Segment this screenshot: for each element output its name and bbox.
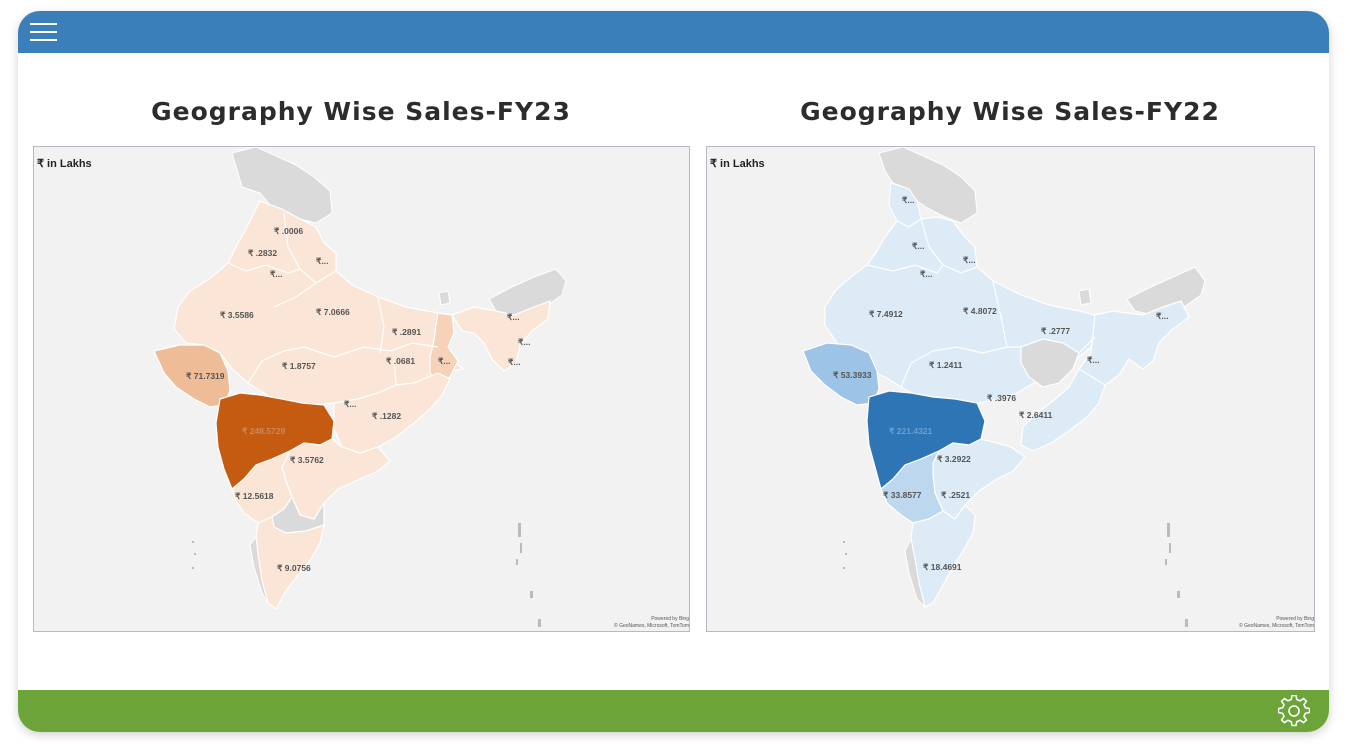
- fy22-data-label: ₹ 7.4912: [869, 309, 903, 319]
- fy22-map-attribution: Powered by Bing © GeoNames, Microsoft, T…: [1239, 616, 1314, 630]
- fy23-data-label: ₹...: [438, 356, 451, 366]
- footer-bar: [18, 690, 1329, 732]
- fy22-map-title: Geography Wise Sales-FY22: [800, 97, 1220, 126]
- fy22-data-label: ₹ 3.2922: [937, 454, 971, 464]
- fy23-map-svg: [153, 147, 567, 627]
- fy22-data-label: ₹ .3976: [987, 393, 1017, 403]
- fy23-data-label: ₹ .1282: [372, 411, 402, 421]
- internal-borders: [866, 218, 1106, 388]
- fy22-data-label: ₹ 18.4691: [923, 562, 962, 572]
- fy22-data-label: ₹ 2.6411: [1019, 410, 1053, 420]
- fy23-sales-map[interactable]: ₹ in Lakhs Powered by Bing © GeoNames, M…: [33, 146, 690, 632]
- fy22-data-label: ₹ 221.4321: [889, 426, 933, 436]
- region-kerala: [904, 537, 926, 609]
- fy22-unit-label: ₹ in Lakhs: [710, 158, 765, 170]
- region-kerala: [249, 535, 269, 604]
- app-frame: Geography Wise Sales-FY23 Geography Wise…: [18, 11, 1329, 732]
- region-telangana-ap: [281, 438, 391, 520]
- fy23-data-label: ₹...: [508, 357, 521, 367]
- fy22-attribution-line2: © GeoNames, Microsoft, TomTom: [1239, 623, 1314, 629]
- islands: [192, 523, 541, 627]
- region-telangana-ap: [932, 438, 1026, 520]
- fy23-data-label: ₹ .0006: [274, 226, 304, 236]
- fy22-map-svg: [802, 147, 1206, 627]
- region-karnataka: [880, 449, 944, 524]
- fy22-data-label: ₹...: [963, 255, 976, 265]
- fy23-data-label: ₹ 1.8757: [282, 361, 316, 371]
- fy23-data-label: ₹...: [344, 399, 357, 409]
- region-chhattisgarh: [1020, 338, 1080, 388]
- fy22-data-label: ₹...: [920, 269, 933, 279]
- fy23-data-label: ₹ 3.5762: [290, 455, 324, 465]
- fy23-unit-label: ₹ in Lakhs: [37, 158, 92, 170]
- fy23-data-label: ₹ 248.5729: [242, 426, 286, 436]
- region-sikkim: [1078, 288, 1092, 306]
- fy23-data-label: ₹...: [316, 256, 329, 266]
- region-karnataka: [231, 449, 293, 524]
- fy23-data-label: ₹ 3.5586: [220, 310, 254, 320]
- islands: [843, 523, 1188, 627]
- gear-icon[interactable]: [1278, 695, 1310, 727]
- fy23-data-label: ₹ 7.0666: [316, 307, 350, 317]
- fy22-data-label: ₹ 53.3933: [833, 370, 872, 380]
- region-kashmir: [231, 147, 333, 224]
- fy23-data-label: ₹ .2832: [248, 248, 278, 258]
- fy22-data-label: ₹ 1.2411: [929, 360, 963, 370]
- fy23-attribution-line1: Powered by Bing: [651, 616, 689, 622]
- fy22-data-label: ₹...: [1087, 355, 1100, 365]
- fy22-data-label: ₹...: [902, 195, 915, 205]
- fy23-data-label: ₹...: [507, 312, 520, 322]
- region-assam: [451, 300, 551, 372]
- fy22-data-label: ₹ .2521: [941, 490, 971, 500]
- fy23-data-label: ₹ .0681: [386, 356, 416, 366]
- internal-borders: [227, 212, 439, 386]
- fy23-data-label: ₹ .2891: [392, 327, 422, 337]
- fy22-data-label: ₹ .2777: [1041, 326, 1071, 336]
- fy23-data-label: ₹ 12.5618: [235, 491, 274, 501]
- fy23-data-label: ₹...: [270, 269, 283, 279]
- fy23-data-label: ₹...: [518, 337, 531, 347]
- fy22-sales-map[interactable]: ₹ in Lakhs Powered by Bing © GeoNames, M…: [706, 146, 1315, 632]
- fy22-attribution-line1: Powered by Bing: [1276, 616, 1314, 622]
- fy22-data-label: ₹ 33.8577: [883, 490, 922, 500]
- hamburger-menu-icon[interactable]: [30, 20, 57, 44]
- header-bar: [18, 11, 1329, 53]
- fy23-map-title: Geography Wise Sales-FY23: [151, 97, 571, 126]
- fy22-data-label: ₹...: [1156, 311, 1169, 321]
- fy23-data-label: ₹ 71.7319: [186, 371, 225, 381]
- fy23-data-label: ₹ 9.0756: [277, 563, 311, 573]
- fy23-attribution-line2: © GeoNames, Microsoft, TomTom: [614, 623, 689, 629]
- fy22-data-label: ₹...: [912, 241, 925, 251]
- region-northeast-nodata: [488, 268, 567, 316]
- fy22-data-label: ₹ 4.8072: [963, 306, 997, 316]
- region-sikkim: [438, 290, 451, 306]
- fy23-map-attribution: Powered by Bing © GeoNames, Microsoft, T…: [614, 616, 689, 630]
